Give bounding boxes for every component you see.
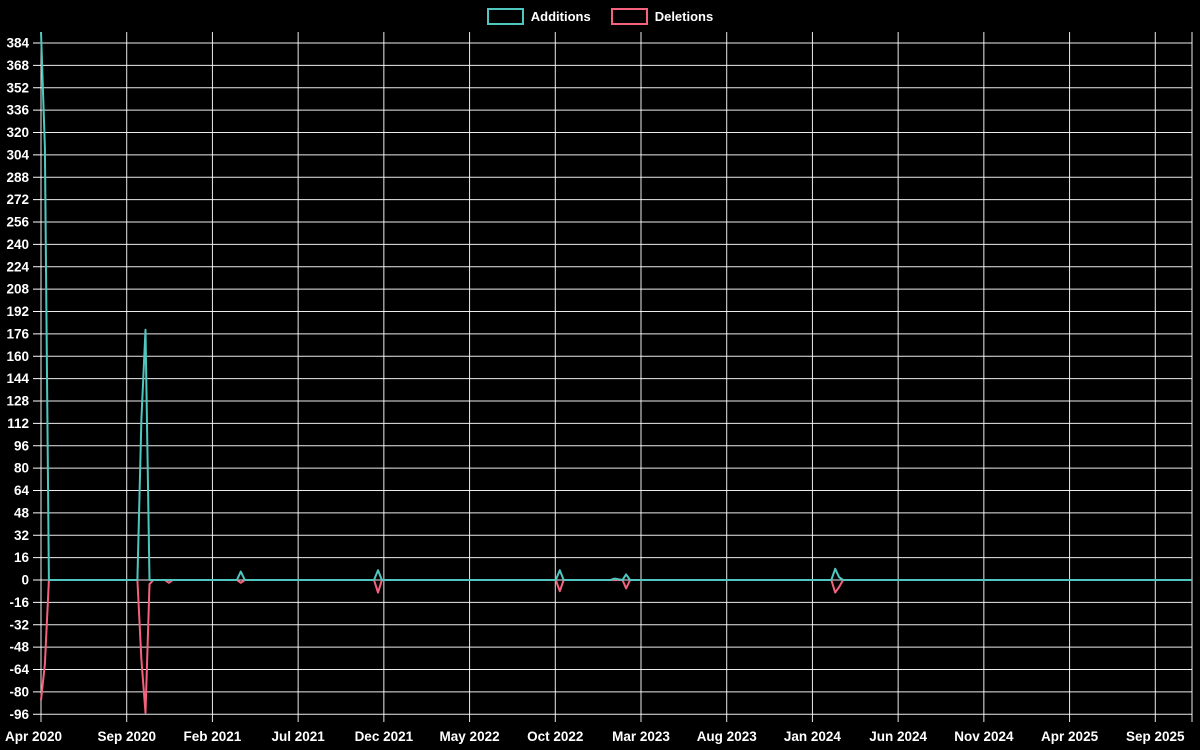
y-tick-label: 16 (14, 550, 30, 565)
y-tick-label: 272 (6, 192, 29, 207)
x-tick-label: Jun 2024 (869, 729, 927, 744)
x-tick-label: Oct 2022 (527, 729, 583, 744)
x-tick-label: Aug 2023 (697, 729, 758, 744)
x-tick-label: Sep 2020 (97, 729, 156, 744)
y-tick-label: 32 (14, 528, 29, 543)
x-tick-label: Apr 2025 (1041, 729, 1099, 744)
legend-label-additions: Additions (530, 9, 591, 24)
x-tick-label: May 2022 (440, 729, 500, 744)
y-tick-label: -80 (9, 684, 29, 699)
y-tick-label: 336 (6, 103, 29, 118)
x-tick-label: Dec 2021 (355, 729, 414, 744)
y-tick-label: -32 (9, 617, 29, 632)
y-tick-label: 288 (6, 170, 29, 185)
y-tick-label: 112 (7, 416, 29, 431)
chart-legend: Additions Deletions (0, 8, 1200, 25)
y-tick-label: 320 (6, 125, 29, 140)
legend-item-deletions[interactable]: Deletions (610, 8, 714, 25)
y-tick-label: 80 (14, 461, 29, 476)
y-tick-label: 240 (6, 237, 29, 252)
y-tick-label: 192 (6, 304, 29, 319)
y-tick-label: 128 (6, 394, 29, 409)
y-tick-label: -64 (9, 662, 29, 677)
additions-swatch-icon (486, 8, 524, 25)
y-tick-label: 176 (6, 326, 29, 341)
y-tick-label: 64 (14, 483, 30, 498)
y-tick-label: 48 (14, 505, 30, 520)
y-tick-label: -96 (9, 707, 29, 722)
y-tick-label: 160 (6, 349, 29, 364)
y-tick-label: 0 (21, 573, 29, 588)
y-tick-label: 224 (6, 259, 29, 274)
y-tick-label: 352 (6, 80, 29, 95)
x-tick-label: Feb 2021 (184, 729, 242, 744)
y-tick-label: 384 (6, 36, 29, 51)
y-tick-label: 368 (6, 58, 29, 73)
deletions-swatch-icon (610, 8, 648, 25)
series-line-deletions (40, 579, 1192, 714)
x-tick-label: Jul 2021 (271, 729, 325, 744)
x-tick-label: Mar 2023 (612, 729, 670, 744)
legend-item-additions[interactable]: Additions (486, 8, 591, 25)
series-line-additions (40, 31, 1192, 581)
x-tick-label: Apr 2020 (5, 729, 62, 744)
y-tick-label: 208 (6, 282, 29, 297)
legend-label-deletions: Deletions (654, 9, 714, 24)
y-tick-label: 144 (6, 371, 29, 386)
x-tick-label: Sep 2025 (1126, 729, 1185, 744)
x-tick-label: Jan 2024 (784, 729, 842, 744)
y-tick-label: -48 (9, 640, 29, 655)
y-tick-label: -16 (9, 595, 29, 610)
y-tick-label: 304 (6, 147, 29, 162)
y-tick-label: 96 (14, 438, 30, 453)
y-tick-label: 256 (6, 215, 29, 230)
x-tick-label: Nov 2024 (954, 729, 1014, 744)
